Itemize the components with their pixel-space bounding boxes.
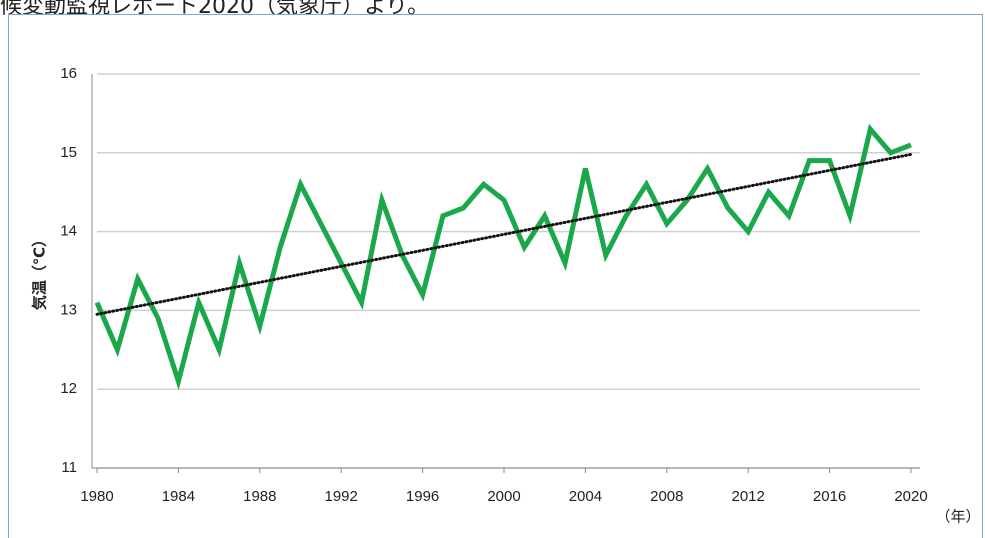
x-tick-label: 1988 <box>243 488 276 505</box>
x-tick-label: 2020 <box>894 488 927 505</box>
x-tick-label: 1996 <box>406 488 439 505</box>
y-tick-label: 14 <box>60 223 77 240</box>
x-tick-label: 2000 <box>487 488 520 505</box>
chart-frame <box>8 14 983 538</box>
x-tick-label: 2016 <box>813 488 846 505</box>
x-tick-label: 1984 <box>162 488 195 505</box>
trend-line <box>95 152 913 316</box>
x-tick-label: 1992 <box>325 488 358 505</box>
x-tick-label: 2012 <box>732 488 765 505</box>
y-tick-label: 11 <box>61 459 77 476</box>
x-tick-label: 1980 <box>80 488 113 505</box>
x-tick-label: 2004 <box>569 488 602 505</box>
line <box>94 123 912 391</box>
x-unit-label: （年） <box>935 508 980 526</box>
y-tick-label: 15 <box>60 144 77 161</box>
y-axis-label: 気温（℃） <box>31 232 49 310</box>
y-tick-label: 13 <box>60 301 77 318</box>
y-tick-label: 12 <box>60 380 77 397</box>
x-tick-label: 2008 <box>650 488 683 505</box>
y-tick-label: 16 <box>60 65 77 82</box>
